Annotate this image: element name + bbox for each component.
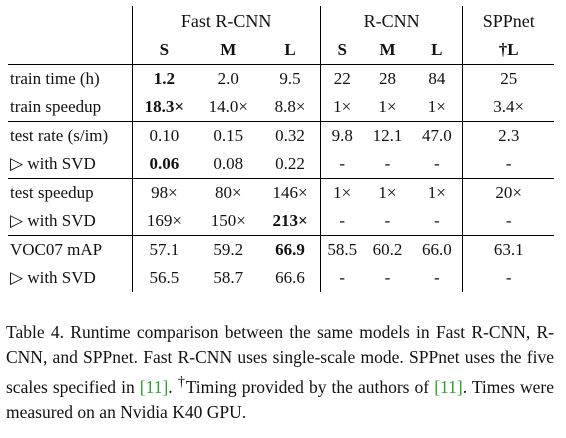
table-cell: - (434, 154, 440, 173)
table-caption: Table 4. Runtime comparison between the … (6, 320, 554, 425)
group-fast-rcnn: Fast R-CNN (131, 6, 321, 36)
row-label: ▷ with SVD (10, 268, 96, 287)
table-cell: 18.3× (131, 93, 197, 122)
table-cell: 20× (462, 178, 554, 207)
table-cell: 66.0 (411, 235, 463, 264)
table-row-test-speedup: test speedup 98× 80× 146× 1× 1× 1× 20× (8, 178, 554, 207)
caption-text: . Times were measured on an Nvidia K40 G… (6, 376, 555, 422)
table-row-train-time: train time (h) 1.2 2.0 9.5 22 28 84 25 (8, 64, 554, 93)
table-cell: 58.5 (319, 235, 364, 264)
table-cell: 0.10 (131, 121, 197, 150)
table-cell: 0.15 (196, 121, 261, 150)
table-cell: 150× (210, 211, 246, 230)
table-cell: - (319, 150, 364, 179)
table-cell: - (319, 264, 364, 292)
subheader-rcnn-m: M (379, 40, 396, 59)
table-cell: 0.32 (260, 121, 321, 150)
table-cell: - (462, 207, 554, 236)
table-cell: 1× (378, 97, 397, 116)
caption-text: Table 4. Runtime comparison between the … (6, 322, 554, 397)
table-cell: - (384, 268, 391, 287)
table-cell: 146× (260, 178, 321, 207)
table-cell: 1× (319, 93, 364, 122)
table-cell: 59.2 (196, 235, 261, 264)
table-cell: 8.8× (274, 97, 306, 116)
caption-text: . (168, 376, 178, 397)
table-cell: 1× (319, 178, 364, 207)
table-cell: 98× (131, 178, 197, 207)
table-cell: 1× (411, 178, 463, 207)
table-cell: 22 (319, 64, 364, 93)
row-label: train speedup (10, 97, 102, 116)
table-row-test-rate: test rate (s/im) 0.10 0.15 0.32 9.8 12.1… (8, 121, 554, 150)
subheader-fast-m: M (220, 40, 237, 59)
header-blank (8, 6, 132, 36)
table-cell: 58.7 (213, 268, 244, 287)
table-cell: 2.3 (462, 121, 554, 150)
table-cell: - (434, 268, 440, 287)
table-row-voc07-map: VOC07 mAP 57.1 59.2 66.9 58.5 60.2 66.0 … (8, 235, 554, 264)
subheader-rcnn-s: S (319, 36, 364, 65)
table-cell: 28 (363, 64, 412, 93)
subheader-fast-l: L (284, 40, 296, 59)
table-cell: 14.0× (208, 97, 248, 116)
table-cell: 66.9 (260, 235, 321, 264)
table-cell: 47.0 (411, 121, 463, 150)
caption-text: Timing provided by the authors of (185, 376, 435, 397)
row-label: test speedup (8, 178, 133, 207)
row-label: ▷ with SVD (10, 211, 96, 230)
table-cell: - (319, 207, 364, 236)
row-label: VOC07 mAP (8, 235, 133, 264)
table-cell: 1× (363, 178, 412, 207)
table-cell: 2.0 (196, 64, 261, 93)
subheader-sppnet-l: †L (462, 36, 554, 65)
group-rcnn: R-CNN (319, 6, 463, 36)
table-row-voc07-map-svd: ▷ with SVD 56.5 58.7 66.6 - - - - (8, 264, 554, 292)
table-cell: 63.1 (462, 235, 554, 264)
table-cell: 3.4× (462, 93, 554, 122)
table-cell: 66.6 (275, 268, 305, 287)
table-cell: - (384, 154, 391, 173)
table-cell: 25 (462, 64, 554, 93)
table-cell: 0.06 (131, 150, 197, 179)
table-cell: 169× (131, 207, 197, 236)
table-cell: 1.2 (131, 64, 197, 93)
header-blank-2 (8, 36, 132, 65)
subheader-rcnn-l: L (431, 40, 443, 59)
row-label: train time (h) (8, 64, 133, 93)
table-cell: 57.1 (131, 235, 197, 264)
table-cell: 9.5 (260, 64, 321, 93)
table-cell: 60.2 (363, 235, 412, 264)
table-cell: 12.1 (363, 121, 412, 150)
table-cell: 84 (411, 64, 463, 93)
table-cell: 0.08 (213, 154, 244, 173)
group-sppnet: SPPnet (462, 6, 554, 36)
table-cell: - (384, 211, 391, 230)
table-cell: - (462, 264, 554, 292)
table-cell: 80× (196, 178, 261, 207)
table-cell: 9.8 (319, 121, 364, 150)
runtime-comparison-table: Fast R-CNN R-CNN SPPnet S M L S M L †L t… (8, 6, 554, 292)
row-label: test rate (s/im) (8, 121, 133, 150)
table-cell: 213× (272, 211, 308, 230)
subheader-fast-s: S (131, 36, 197, 65)
table-cell: - (462, 150, 554, 179)
citation-link[interactable]: [11] (434, 376, 463, 397)
table-row-train-speedup: train speedup 18.3× 14.0× 8.8× 1× 1× 1× … (8, 93, 554, 122)
row-label: ▷ with SVD (10, 154, 96, 173)
table-cell: 56.5 (131, 264, 197, 292)
table-cell: - (434, 211, 440, 230)
citation-link[interactable]: [11] (139, 376, 169, 397)
dagger-mark: † (177, 374, 186, 390)
table-row-test-rate-svd: ▷ with SVD 0.06 0.08 0.22 - - - - (8, 150, 554, 179)
table-cell: 0.22 (275, 154, 305, 173)
table-row-test-speedup-svd: ▷ with SVD 169× 150× 213× - - - - (8, 207, 554, 236)
table-cell: 1× (427, 97, 446, 116)
